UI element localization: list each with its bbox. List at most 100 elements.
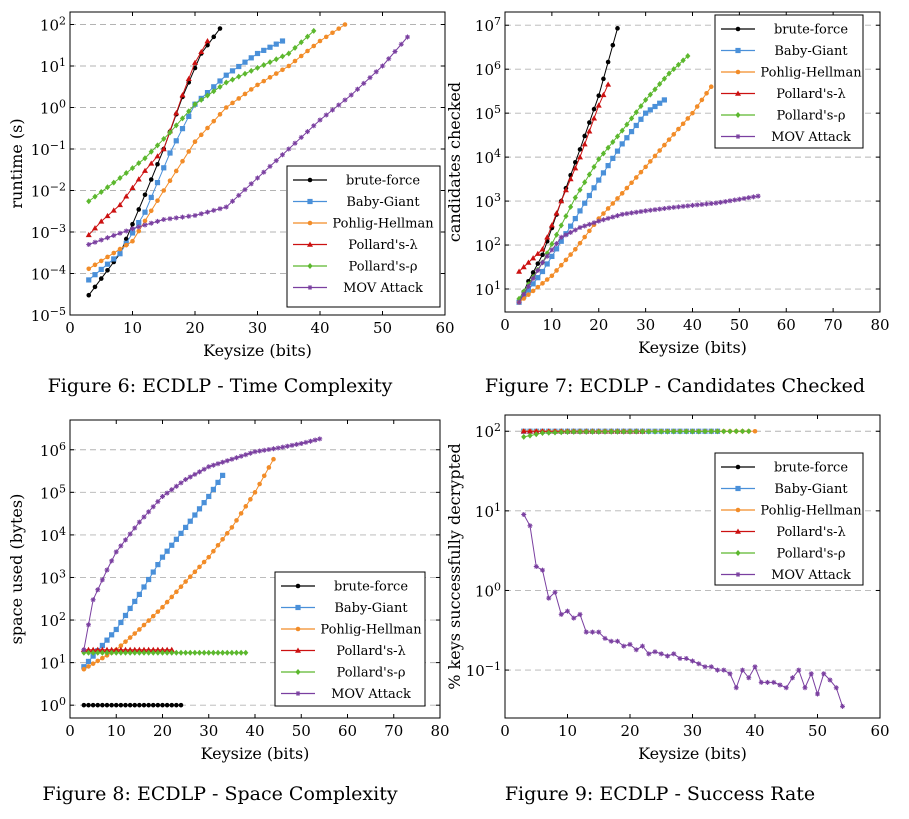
data-point: [601, 211, 606, 216]
data-point: [553, 246, 560, 252]
data-point: [652, 207, 658, 213]
data-point: [261, 62, 267, 69]
data-point: [109, 558, 115, 564]
data-point: [827, 677, 833, 683]
data-point: [657, 206, 663, 212]
data-point: [317, 117, 323, 123]
data-point: [539, 430, 546, 437]
data-point: [535, 275, 541, 281]
data-point: [100, 702, 105, 708]
data-point: [330, 107, 335, 113]
data-point: [577, 225, 583, 231]
data-point: [150, 613, 156, 619]
data-point: [192, 512, 198, 518]
y-axis-label: runtime (s): [7, 118, 26, 208]
data-point: [108, 646, 115, 652]
data-point: [117, 246, 123, 252]
data-point: [86, 702, 91, 708]
data-point: [255, 175, 260, 181]
data-point: [211, 118, 217, 124]
data-point: [248, 181, 254, 187]
data-point: [95, 587, 101, 593]
data-point: [380, 63, 385, 69]
data-point: [577, 154, 583, 160]
data-point: [178, 649, 184, 656]
data-point: [311, 123, 317, 129]
legend-entry: MOV Attack: [771, 130, 851, 145]
data-point: [159, 554, 166, 560]
data-point: [267, 163, 273, 169]
data-point: [552, 429, 558, 436]
data-point: [562, 187, 569, 193]
data-point: [624, 185, 630, 191]
data-point: [564, 428, 571, 435]
data-point: [85, 658, 92, 665]
legend-entry: Pohlig-Hellman: [760, 504, 862, 519]
data-point: [132, 649, 138, 656]
data-point: [647, 207, 653, 213]
y-tick-label: 102: [40, 14, 66, 34]
data-point: [248, 67, 254, 74]
data-point: [267, 44, 273, 50]
data-point: [86, 241, 92, 247]
data-point: [136, 649, 142, 656]
data-point: [243, 452, 249, 458]
legend-marker: [735, 112, 741, 118]
data-point: [727, 198, 733, 204]
data-point: [113, 549, 119, 555]
series-line: [523, 514, 843, 707]
data-point: [210, 462, 216, 468]
data-point: [525, 283, 531, 289]
x-tick-label: 50: [730, 316, 749, 334]
data-point: [141, 622, 147, 628]
data-point: [160, 604, 165, 610]
data-point: [141, 649, 147, 656]
data-point: [242, 59, 248, 65]
data-point: [610, 139, 616, 146]
legend-entry: MOV Attack: [343, 281, 423, 296]
data-point: [160, 702, 165, 708]
data-point: [658, 428, 664, 435]
series-line: [88, 40, 283, 281]
data-point: [777, 682, 783, 688]
data-point: [135, 176, 142, 182]
x-tick-label: 50: [292, 722, 311, 740]
data-point: [303, 439, 309, 445]
data-point: [808, 671, 814, 677]
data-point: [261, 78, 267, 84]
data-point: [161, 135, 167, 142]
data-point: [161, 165, 167, 171]
data-point: [699, 97, 705, 103]
data-point: [229, 76, 236, 83]
legend-entry: Pollard's-λ: [336, 644, 406, 659]
data-point: [161, 217, 167, 223]
data-point: [154, 180, 161, 186]
data-point: [671, 428, 677, 435]
data-point: [398, 41, 404, 47]
series-mov-attack: [81, 436, 323, 653]
data-point: [516, 299, 522, 305]
data-point: [217, 112, 223, 117]
x-tick-label: 10: [542, 316, 561, 334]
legend-marker: [735, 507, 741, 513]
data-point: [605, 163, 611, 169]
data-point: [86, 664, 91, 669]
data-point: [591, 163, 597, 170]
data-point: [572, 194, 578, 201]
x-tick-label: 60: [777, 316, 796, 334]
data-point: [123, 236, 129, 242]
data-point: [661, 75, 667, 82]
data-point: [582, 200, 588, 206]
legend-box: [714, 14, 864, 149]
data-point: [90, 653, 96, 659]
data-point: [187, 474, 193, 480]
data-point: [201, 649, 207, 656]
data-point: [694, 202, 700, 208]
data-point: [680, 57, 686, 64]
data-point: [520, 428, 527, 434]
data-point: [230, 100, 235, 106]
data-point: [690, 202, 695, 208]
data-point: [95, 658, 101, 664]
data-point: [680, 203, 686, 209]
data-point: [198, 132, 204, 138]
